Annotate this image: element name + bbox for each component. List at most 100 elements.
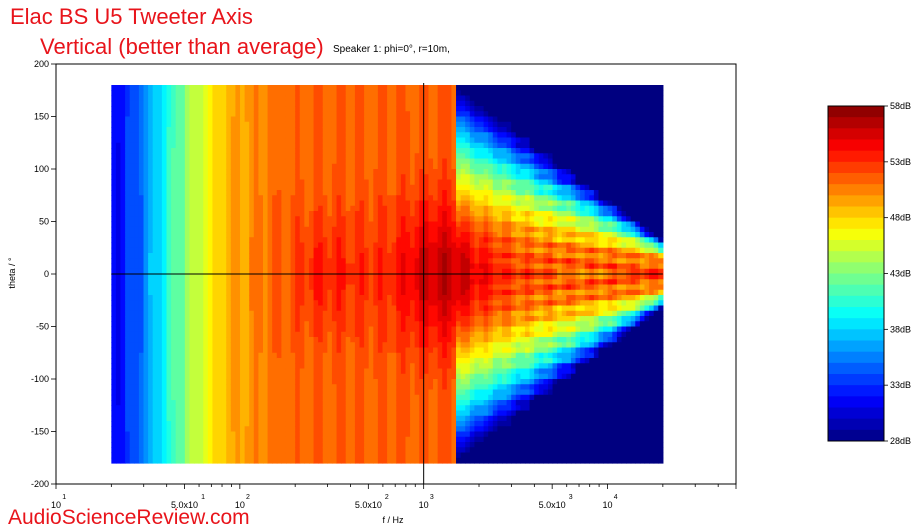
heatmap-cell <box>230 363 237 370</box>
heatmap-cell <box>138 316 145 322</box>
heatmap-cell <box>285 216 292 223</box>
heatmap-cell <box>249 321 255 328</box>
heatmap-cell <box>180 347 186 354</box>
heatmap-cell <box>258 442 264 448</box>
heatmap-cell <box>414 415 420 422</box>
heatmap-cell <box>345 405 351 412</box>
heatmap-cell <box>161 415 168 422</box>
heatmap-cell <box>235 352 241 359</box>
heatmap-cell <box>285 190 292 196</box>
heatmap-cell <box>350 237 356 244</box>
heatmap-cell <box>345 316 351 322</box>
heatmap-cell <box>359 169 365 175</box>
heatmap-cell <box>419 85 425 91</box>
heatmap-cell <box>368 184 374 191</box>
heatmap-cell <box>295 268 301 275</box>
heatmap-cell <box>152 352 158 359</box>
heatmap-cell <box>198 279 204 286</box>
heatmap-cell <box>212 400 218 406</box>
heatmap-cell <box>249 279 255 286</box>
heatmap-cell <box>240 268 246 275</box>
heatmap-cell <box>345 258 351 265</box>
heatmap-cell <box>143 316 149 322</box>
heatmap-cell <box>244 148 250 154</box>
heatmap-cell <box>304 247 310 254</box>
heatmap-cell <box>318 95 324 102</box>
heatmap-cell <box>263 274 269 280</box>
heatmap-cell <box>350 284 356 291</box>
heatmap-cell <box>157 268 163 275</box>
heatmap-cell <box>313 148 319 154</box>
heatmap-cell <box>258 289 264 296</box>
heatmap-cell <box>290 137 296 144</box>
heatmap-cell <box>318 300 324 307</box>
heatmap-cell <box>226 457 232 464</box>
heatmap-cell <box>382 268 388 275</box>
heatmap-cell <box>129 457 135 464</box>
heatmap-cell <box>350 127 356 133</box>
heatmap-cell <box>207 352 214 359</box>
heatmap-cell <box>396 258 402 265</box>
heatmap-cell <box>304 95 310 102</box>
heatmap-cell <box>166 232 172 238</box>
heatmap-cell <box>295 274 301 280</box>
heatmap-cell <box>157 415 163 422</box>
heatmap-cell <box>345 426 351 433</box>
heatmap-cell <box>138 295 145 301</box>
heatmap-cell <box>253 190 260 196</box>
heatmap-cell <box>212 200 218 207</box>
heatmap-cell <box>368 132 374 139</box>
heatmap-cell <box>396 174 402 181</box>
heatmap-cell <box>382 421 388 427</box>
heatmap-cell <box>212 247 218 254</box>
heatmap-cell <box>129 190 135 196</box>
heatmap-cell <box>217 148 223 154</box>
heatmap-cell <box>336 405 342 412</box>
heatmap-cell <box>221 216 227 223</box>
heatmap-cell <box>194 405 200 412</box>
heatmap-cell <box>368 95 374 102</box>
heatmap-cell <box>341 331 347 338</box>
heatmap-cell <box>410 100 416 107</box>
heatmap-cell <box>318 195 324 202</box>
heatmap-cell <box>276 148 282 154</box>
heatmap-cell <box>253 295 260 301</box>
heatmap-cell <box>428 211 434 217</box>
heatmap-cell <box>387 373 393 380</box>
heatmap-cell <box>180 142 186 149</box>
heatmap-cell <box>143 410 149 417</box>
heatmap-cell <box>157 431 163 438</box>
heatmap-cell <box>115 452 122 459</box>
heatmap-cell <box>148 169 154 175</box>
heatmap-cell <box>276 295 282 301</box>
heatmap-cell <box>405 337 411 343</box>
heatmap-cell <box>194 457 200 464</box>
heatmap-cell <box>258 405 264 412</box>
heatmap-cell <box>138 90 145 97</box>
heatmap-cell <box>138 279 145 286</box>
heatmap-cell <box>281 169 287 175</box>
heatmap-cell <box>138 137 145 144</box>
heatmap-cell <box>423 226 430 233</box>
heatmap-cell <box>125 452 131 459</box>
heatmap-cell <box>212 436 218 443</box>
heatmap-cell <box>111 195 117 202</box>
heatmap-cell <box>175 232 181 238</box>
heatmap-cell <box>285 142 292 149</box>
heatmap-cell <box>249 284 255 291</box>
heatmap-cell <box>235 179 241 186</box>
heatmap-cell <box>180 137 186 144</box>
heatmap-cell <box>391 132 397 139</box>
heatmap-cell <box>322 373 328 380</box>
heatmap-cell <box>327 358 333 364</box>
heatmap-cell <box>410 195 416 202</box>
heatmap-cell <box>308 163 315 170</box>
heatmap-cell <box>350 384 356 391</box>
heatmap-cell <box>166 316 172 322</box>
heatmap-cell <box>285 405 292 412</box>
heatmap-cell <box>253 394 260 401</box>
heatmap-cell <box>359 394 365 401</box>
heatmap-cell <box>194 184 200 191</box>
heatmap-cell <box>322 226 328 233</box>
heatmap-cell <box>189 410 195 417</box>
